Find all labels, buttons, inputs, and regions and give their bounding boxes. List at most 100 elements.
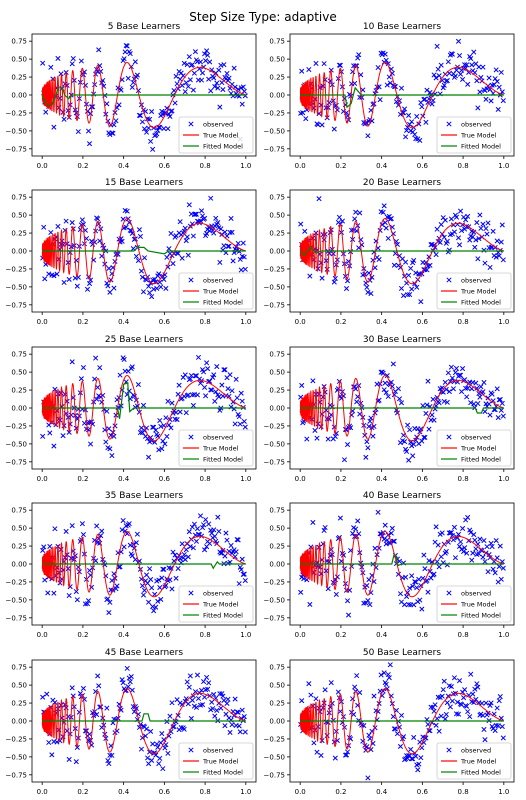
observed-point bbox=[436, 564, 442, 570]
legend-marker-observed bbox=[188, 121, 194, 127]
y-tick-label: 0.75 bbox=[11, 351, 27, 359]
observed-point bbox=[237, 256, 243, 262]
legend: observed True Model Fitted Model bbox=[436, 742, 512, 780]
observed-point bbox=[86, 281, 93, 287]
observed-point bbox=[486, 552, 492, 558]
observed-point bbox=[439, 530, 445, 536]
y-tick-label: 0.25 bbox=[269, 700, 285, 708]
observed-point bbox=[154, 285, 160, 292]
observed-point bbox=[403, 574, 409, 580]
y-tick-label: −0.25 bbox=[264, 422, 285, 430]
observed-point bbox=[457, 372, 464, 378]
observed-point bbox=[222, 553, 228, 559]
observed-point bbox=[464, 550, 470, 556]
observed-point bbox=[481, 379, 487, 386]
observed-point bbox=[158, 284, 164, 290]
observed-point bbox=[465, 81, 471, 87]
observed-point bbox=[104, 101, 110, 107]
observed-point bbox=[356, 52, 362, 58]
observed-point bbox=[384, 82, 390, 88]
observed-point bbox=[462, 687, 468, 693]
observed-point bbox=[480, 64, 486, 70]
observed-point bbox=[158, 423, 164, 429]
observed-point bbox=[159, 575, 165, 581]
observed-point bbox=[120, 517, 126, 524]
observed-point bbox=[481, 537, 487, 544]
observed-point bbox=[226, 393, 232, 399]
observed-point bbox=[190, 402, 196, 409]
observed-point bbox=[109, 752, 115, 758]
observed-point bbox=[107, 599, 113, 605]
y-tick-label: 0.00 bbox=[11, 405, 27, 413]
observed-point bbox=[465, 709, 471, 715]
observed-point bbox=[240, 571, 246, 577]
observed-point bbox=[490, 398, 496, 404]
observed-point bbox=[84, 601, 91, 607]
observed-point bbox=[202, 384, 208, 390]
observed-point bbox=[94, 712, 100, 718]
subplot-5: 25 Base Learners 0.0 0.2 0.4 0.6 0.8 1.0 0.75 0.… bbox=[6, 335, 257, 483]
observed-point bbox=[165, 750, 171, 756]
observed-point bbox=[183, 410, 189, 416]
observed-point bbox=[80, 532, 86, 538]
observed-point bbox=[417, 597, 423, 603]
observed-point bbox=[365, 775, 371, 781]
observed-point bbox=[397, 743, 404, 749]
y-tick-label: 0.25 bbox=[11, 700, 27, 708]
observed-point bbox=[84, 286, 91, 292]
observed-point bbox=[70, 55, 76, 62]
observed-point bbox=[457, 539, 464, 545]
observed-point bbox=[343, 752, 350, 758]
observed-point bbox=[322, 524, 328, 531]
legend-label: observed bbox=[203, 434, 233, 442]
observed-point bbox=[457, 208, 464, 214]
observed-point bbox=[112, 423, 118, 429]
observed-point bbox=[494, 386, 500, 392]
observed-point bbox=[500, 413, 506, 419]
observed-point bbox=[454, 221, 461, 227]
x-tick-label: 0.0 bbox=[295, 788, 306, 796]
observed-point bbox=[58, 71, 64, 77]
observed-point bbox=[138, 746, 145, 752]
y-tick-label: −0.50 bbox=[6, 440, 27, 448]
observed-point bbox=[214, 364, 220, 370]
observed-point bbox=[495, 106, 501, 113]
observed-point bbox=[434, 226, 440, 232]
observed-point bbox=[146, 125, 152, 131]
observed-point bbox=[43, 109, 49, 115]
observed-point bbox=[55, 55, 61, 61]
observed-point bbox=[242, 729, 248, 735]
x-tick-label: 0.0 bbox=[37, 162, 48, 170]
legend-label: True Model bbox=[202, 758, 239, 766]
y-tick-label: 0.00 bbox=[269, 405, 285, 413]
y-tick-label: 0.00 bbox=[11, 561, 27, 569]
observed-point bbox=[104, 408, 110, 414]
observed-point bbox=[418, 582, 424, 589]
x-tick-label: 0.2 bbox=[77, 475, 88, 483]
observed-point bbox=[80, 685, 86, 691]
observed-point bbox=[325, 436, 331, 442]
observed-point bbox=[40, 694, 46, 700]
observed-point bbox=[155, 744, 161, 750]
observed-point bbox=[136, 227, 142, 233]
observed-point bbox=[238, 390, 244, 396]
observed-point bbox=[494, 238, 500, 244]
observed-point bbox=[207, 228, 213, 234]
observed-point bbox=[202, 215, 208, 221]
y-tick-label: −0.50 bbox=[6, 596, 27, 604]
observed-point bbox=[110, 130, 116, 136]
observed-point bbox=[177, 556, 183, 562]
x-tick-label: 0.2 bbox=[335, 631, 346, 639]
observed-point bbox=[106, 761, 112, 767]
x-tick-label: 0.8 bbox=[458, 631, 469, 639]
observed-point bbox=[129, 364, 135, 370]
observed-point bbox=[225, 696, 231, 702]
observed-point bbox=[477, 212, 483, 218]
observed-point bbox=[241, 571, 247, 577]
observed-point bbox=[194, 526, 201, 532]
observed-point bbox=[364, 284, 370, 290]
observed-point bbox=[189, 697, 195, 703]
observed-point bbox=[307, 273, 313, 279]
subplot-title: 20 Base Learners bbox=[363, 178, 441, 188]
observed-point bbox=[194, 672, 201, 678]
